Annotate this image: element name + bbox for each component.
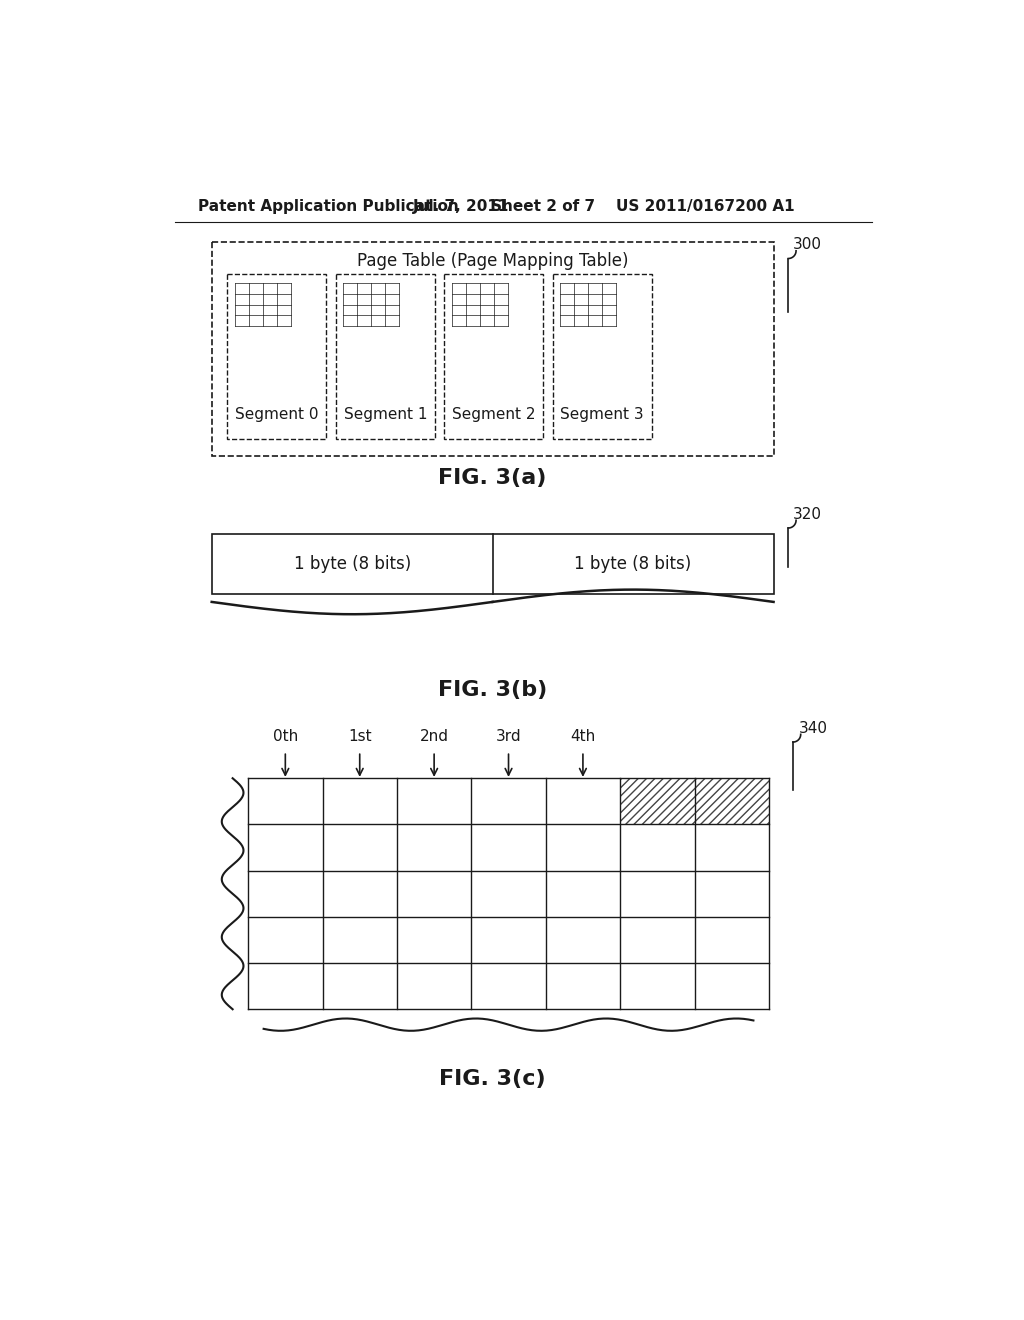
Text: 4th: 4th xyxy=(570,730,596,744)
Text: 1 byte (8 bits): 1 byte (8 bits) xyxy=(294,556,411,573)
Bar xyxy=(694,779,769,825)
Text: US 2011/0167200 A1: US 2011/0167200 A1 xyxy=(616,198,795,214)
Text: Segment 2: Segment 2 xyxy=(452,408,536,422)
Text: Segment 1: Segment 1 xyxy=(343,408,427,422)
Text: 340: 340 xyxy=(799,721,827,735)
Text: FIG. 3(b): FIG. 3(b) xyxy=(437,680,547,700)
Bar xyxy=(212,535,773,594)
Text: Segment 3: Segment 3 xyxy=(560,408,644,422)
Text: 320: 320 xyxy=(793,507,822,521)
Bar xyxy=(621,779,694,825)
Text: 3rd: 3rd xyxy=(496,730,521,744)
Bar xyxy=(444,275,544,440)
Text: Segment 0: Segment 0 xyxy=(236,408,318,422)
Text: FIG. 3(c): FIG. 3(c) xyxy=(439,1069,546,1089)
Text: Patent Application Publication: Patent Application Publication xyxy=(198,198,459,214)
Text: 300: 300 xyxy=(793,238,822,252)
Text: 2nd: 2nd xyxy=(420,730,449,744)
Text: Jul. 7, 2011: Jul. 7, 2011 xyxy=(414,198,510,214)
Text: 1st: 1st xyxy=(348,730,372,744)
Bar xyxy=(553,275,652,440)
Bar xyxy=(227,275,327,440)
Bar xyxy=(212,242,773,455)
Text: FIG. 3(a): FIG. 3(a) xyxy=(438,469,547,488)
Text: 0th: 0th xyxy=(272,730,298,744)
Bar xyxy=(336,275,435,440)
Text: Sheet 2 of 7: Sheet 2 of 7 xyxy=(490,198,595,214)
Text: Page Table (Page Mapping Table): Page Table (Page Mapping Table) xyxy=(357,252,629,269)
Text: 1 byte (8 bits): 1 byte (8 bits) xyxy=(574,556,692,573)
